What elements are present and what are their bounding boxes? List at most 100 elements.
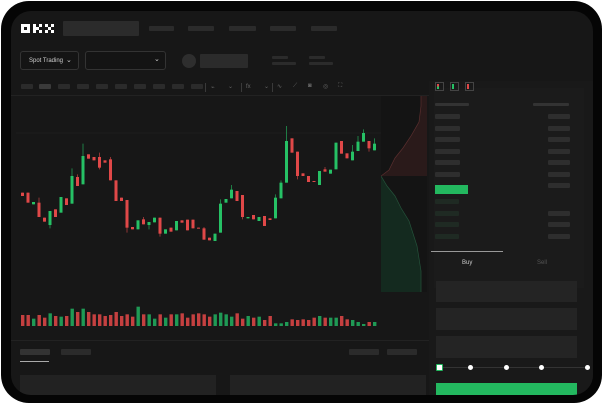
- bid-price: [435, 199, 459, 204]
- tab-sell[interactable]: Sell: [537, 260, 548, 266]
- slider-mark[interactable]: [504, 365, 509, 370]
- bid-amount: [548, 211, 570, 216]
- volume-bar: [186, 317, 190, 326]
- candle: [213, 233, 217, 241]
- chart-type-icon[interactable]: ⌁: [211, 85, 215, 91]
- candle: [103, 160, 107, 163]
- timeframe-option[interactable]: [115, 84, 127, 89]
- candle: [37, 202, 41, 217]
- pair-selector[interactable]: ⌄: [85, 51, 166, 70]
- timeframe-option[interactable]: [39, 84, 51, 89]
- timeframe-option[interactable]: [58, 84, 70, 89]
- pair-price: [200, 54, 248, 68]
- candle: [164, 229, 167, 234]
- amount-input[interactable]: [436, 308, 577, 330]
- slider-mark[interactable]: [468, 365, 473, 370]
- nav-item[interactable]: [188, 26, 214, 31]
- tab-open-orders[interactable]: [20, 349, 50, 355]
- candle: [257, 217, 261, 221]
- volume-bar: [54, 316, 58, 326]
- candle: [81, 156, 85, 185]
- filter-button[interactable]: [349, 349, 379, 355]
- nav-item[interactable]: [229, 26, 256, 31]
- amount-slider[interactable]: [439, 367, 589, 368]
- candle: [268, 218, 272, 220]
- candle: [246, 217, 250, 219]
- ruler-icon[interactable]: ⟋: [293, 83, 298, 89]
- candle: [219, 203, 222, 233]
- timeframe-option[interactable]: [134, 84, 146, 89]
- fullscreen-icon[interactable]: ⛶: [338, 83, 343, 89]
- orderbook-bids-icon[interactable]: [450, 82, 459, 91]
- candle: [323, 169, 327, 172]
- nav-item[interactable]: [149, 26, 174, 31]
- chevron-down-icon[interactable]: ⌄: [264, 84, 270, 90]
- timeframe-option[interactable]: [96, 84, 108, 89]
- candle: [169, 227, 173, 232]
- camera-icon[interactable]: ◙: [308, 83, 312, 89]
- timeframe-option[interactable]: [172, 84, 184, 89]
- volume-bar: [59, 316, 63, 326]
- volume-bar: [263, 320, 267, 326]
- amount: [548, 183, 570, 188]
- candle: [136, 220, 140, 230]
- line-icon[interactable]: ∿: [277, 84, 283, 90]
- volume-bar: [340, 316, 344, 326]
- volume-bar: [252, 317, 256, 326]
- candlestick-chart[interactable]: [16, 96, 381, 336]
- candle: [70, 176, 74, 204]
- okx-logo[interactable]: [21, 24, 58, 33]
- volume-bar: [169, 314, 173, 326]
- orderbook-asks-icon[interactable]: [465, 82, 474, 91]
- volume-bar: [318, 316, 322, 326]
- candle: [186, 219, 189, 231]
- volume-bar: [21, 315, 25, 326]
- candle: [351, 151, 354, 161]
- slider-mark[interactable]: [539, 365, 544, 370]
- nav-item[interactable]: [311, 26, 337, 31]
- volume-bar: [175, 314, 179, 326]
- slider-mark[interactable]: [585, 365, 590, 370]
- candle: [114, 180, 118, 201]
- settings-icon[interactable]: ◎: [323, 84, 329, 90]
- volume-bar: [81, 308, 85, 326]
- orderbook-both-icon[interactable]: [435, 82, 444, 91]
- candle: [274, 197, 277, 219]
- last-price: [435, 185, 468, 194]
- filter-button[interactable]: [387, 349, 417, 355]
- volume-bar: [131, 316, 135, 326]
- indicator-icon[interactable]: fx: [246, 84, 251, 90]
- tab-order-history[interactable]: [61, 349, 91, 355]
- divider: [11, 95, 429, 96]
- chevron-down-icon: ⌄: [154, 56, 160, 63]
- buy-button[interactable]: [436, 383, 577, 395]
- ask-amount: [548, 137, 570, 142]
- candle: [197, 227, 200, 229]
- total-input[interactable]: [436, 336, 577, 358]
- timeframe-option[interactable]: [77, 84, 89, 89]
- volume-bar: [114, 312, 118, 326]
- candle: [32, 202, 35, 205]
- volume-bar: [279, 323, 283, 326]
- chevron-down-icon[interactable]: ⌄: [228, 84, 234, 90]
- ask-price: [435, 126, 460, 131]
- volume-bar: [219, 312, 223, 326]
- nav-item[interactable]: [270, 26, 296, 31]
- volume-bar: [158, 314, 162, 326]
- tab-buy[interactable]: Buy: [462, 260, 473, 266]
- candle: [318, 171, 321, 185]
- price-input[interactable]: [436, 281, 577, 302]
- market-selector[interactable]: Spot Trading ⌄: [20, 51, 79, 70]
- volume-bar: [32, 318, 36, 326]
- timeframe-option[interactable]: [153, 84, 165, 89]
- candle: [356, 141, 360, 151]
- stat-value: [309, 62, 333, 65]
- ask-price: [435, 149, 460, 154]
- search-bar[interactable]: [63, 21, 139, 36]
- slider-handle[interactable]: [436, 364, 443, 371]
- candle: [147, 222, 151, 225]
- timeframe-option[interactable]: [191, 84, 203, 89]
- candle: [307, 176, 310, 182]
- timeframe-option[interactable]: [21, 84, 33, 89]
